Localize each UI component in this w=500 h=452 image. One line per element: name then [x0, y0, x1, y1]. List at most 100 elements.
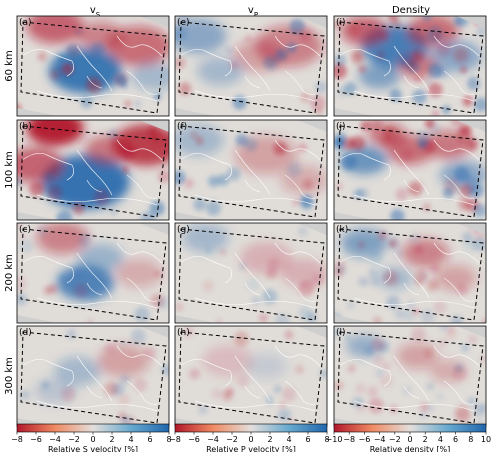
- anomaly-speck: [444, 327, 457, 340]
- anomaly-speck: [386, 295, 401, 310]
- anomaly-speck: [442, 105, 451, 114]
- coastline: [443, 174, 475, 199]
- coastline: [179, 359, 232, 387]
- row-header-100km: 100 km: [4, 151, 15, 189]
- anomaly-speck: [115, 74, 128, 87]
- coastlines: [179, 242, 321, 309]
- anomaly-speck: [407, 61, 420, 74]
- coastline: [179, 256, 232, 284]
- anomaly-speck: [73, 267, 85, 279]
- coastline: [179, 49, 232, 77]
- map-panel: (i): [333, 15, 487, 117]
- anomaly-speck: [37, 52, 47, 61]
- anomaly-speck: [334, 54, 347, 67]
- row-header-300km: 300 km: [4, 357, 15, 395]
- anomaly-speck: [244, 137, 258, 151]
- coastline: [403, 385, 420, 399]
- anomaly-speck: [474, 97, 486, 112]
- colorbar-tick-label: −4: [207, 435, 219, 444]
- coastline: [244, 385, 261, 399]
- anomaly-speck: [45, 173, 53, 180]
- coastlines: [21, 242, 163, 309]
- anomaly-speck: [193, 198, 207, 211]
- coastline: [393, 355, 430, 402]
- coastlines: [338, 35, 480, 102]
- colorbar: −10 −8 −6 −4 −2 0 2 4 6 8 10 Relative density [%]: [326, 423, 491, 452]
- anomaly-speck: [373, 354, 385, 367]
- anomaly-speck: [466, 76, 481, 91]
- anomaly-speck: [143, 346, 157, 360]
- anomaly-speck: [43, 286, 52, 295]
- column-header-density: Density: [392, 5, 430, 16]
- outside-domain: [456, 16, 486, 28]
- map-panel: (g): [174, 222, 328, 324]
- anomaly-speck: [389, 88, 402, 102]
- coastline: [338, 49, 391, 77]
- row-header-200km: 200 km: [4, 254, 15, 292]
- outside-domain: [17, 315, 57, 323]
- anomaly-speck: [182, 326, 195, 338]
- colorbar-tick-label: 2: [423, 435, 428, 444]
- anomaly-speck: [426, 279, 439, 292]
- coastline: [116, 139, 163, 161]
- anomaly-blob: [434, 265, 477, 291]
- coastline: [353, 90, 475, 102]
- row-headers: 60 km 100 km 200 km 300 km: [4, 50, 15, 395]
- anomaly-speck: [107, 129, 119, 140]
- map-panel: (j): [333, 119, 487, 221]
- colorbar-tick-label: −4: [49, 435, 61, 444]
- anomaly-blob: [77, 243, 124, 273]
- outside-domain: [334, 212, 374, 220]
- outside-domain: [139, 120, 169, 132]
- anomaly-speck: [41, 380, 50, 390]
- anomaly-speck: [437, 393, 444, 401]
- coastline: [393, 149, 430, 196]
- colorbar: −8 −6 −4 −2 0 2 4 6 8 Relative S velocity [%]: [11, 423, 172, 452]
- anomaly-speck: [389, 405, 398, 414]
- anomaly-speck: [379, 373, 394, 388]
- anomaly-speck: [244, 35, 252, 42]
- colorbar-tick-label: 0: [407, 435, 412, 444]
- anomaly-speck: [298, 142, 308, 152]
- anomaly-speck: [431, 110, 440, 116]
- panel-frame: [174, 222, 328, 324]
- anomaly-speck: [292, 199, 300, 207]
- anomaly-speck: [224, 46, 233, 55]
- anomaly-speck: [149, 201, 165, 216]
- anomaly-blob: [54, 356, 102, 386]
- anomaly-speck: [80, 96, 93, 109]
- coastline: [179, 153, 232, 181]
- coastline: [353, 400, 475, 412]
- coastline: [76, 149, 113, 196]
- colorbar-tick-label: 0: [248, 435, 253, 444]
- anomaly-speck: [376, 51, 385, 60]
- anomaly-speck: [281, 386, 297, 402]
- colorbar-tick-label: −8: [11, 435, 23, 444]
- anomaly-speck: [468, 334, 478, 345]
- anomaly-speck: [416, 130, 432, 146]
- anomaly-speck: [275, 48, 288, 61]
- panel-grid: (a) (b) (c) (d) (e) (f) (g) (h) (i) (j) (k) (l): [16, 15, 487, 427]
- colorbar-tick-label: 8: [166, 435, 171, 444]
- anomaly-speck: [133, 378, 148, 392]
- anomaly-speck: [426, 404, 434, 412]
- coastline: [393, 45, 430, 92]
- anomaly-speck: [335, 183, 343, 190]
- coastline: [21, 359, 74, 387]
- anomaly-speck: [219, 248, 227, 256]
- anomaly-speck: [56, 210, 73, 220]
- anomaly-speck: [286, 161, 302, 177]
- coastline: [21, 49, 74, 77]
- coastline: [194, 400, 316, 412]
- outside-domain: [297, 120, 327, 132]
- anomaly-speck: [298, 280, 315, 297]
- anomaly-speck: [420, 411, 427, 418]
- coastlines: [21, 345, 163, 412]
- colorbar-tick-label: 4: [128, 435, 133, 444]
- anomaly-speck: [234, 331, 249, 347]
- anomaly-speck: [422, 16, 432, 22]
- coastline: [36, 194, 158, 206]
- anomaly-speck: [382, 362, 391, 371]
- panel-frame: [16, 15, 170, 117]
- anomaly-speck: [479, 355, 486, 364]
